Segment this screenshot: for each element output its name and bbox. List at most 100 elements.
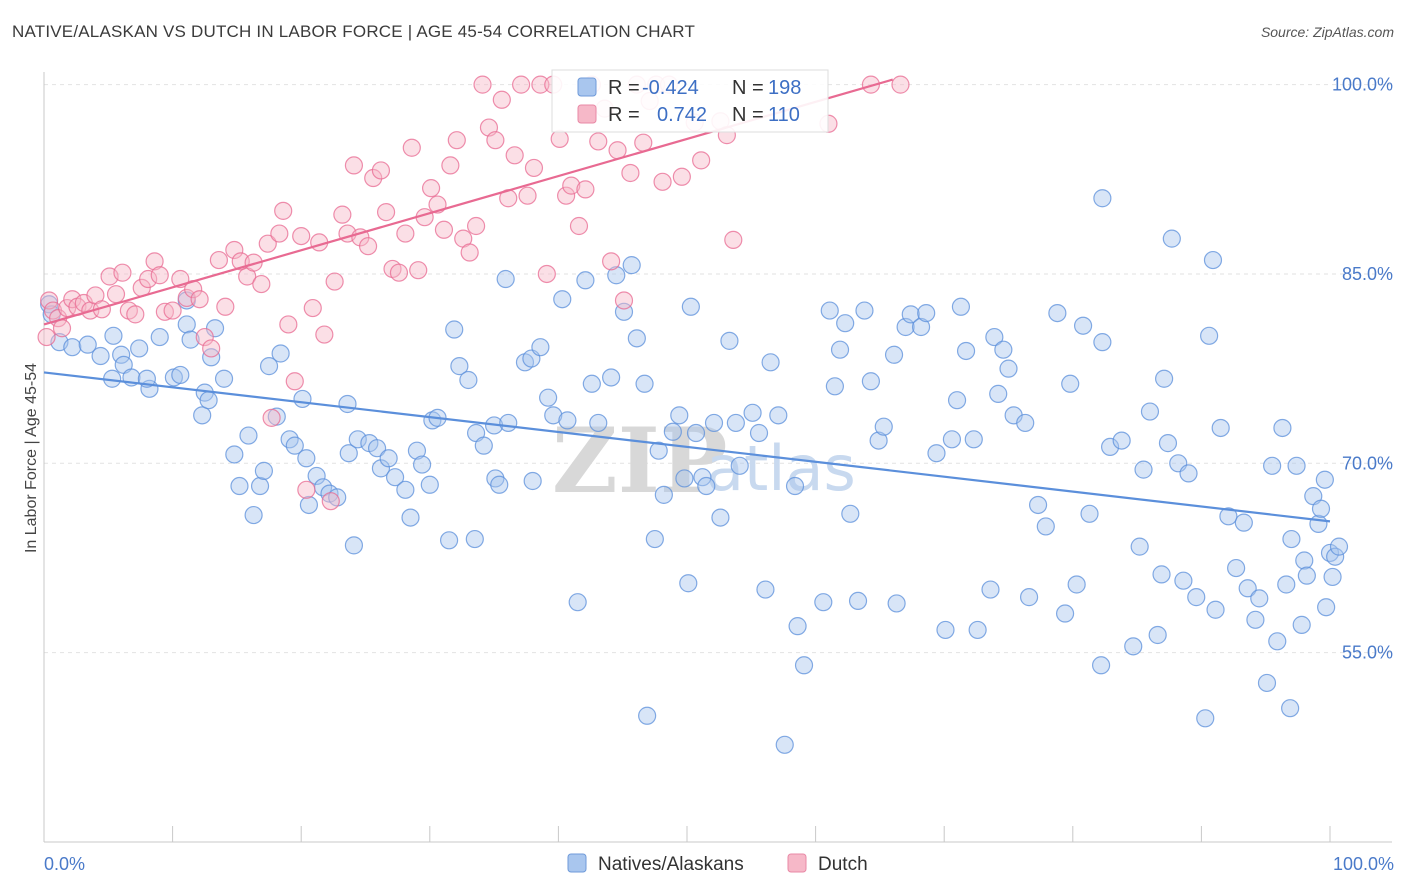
point-dutch: [505, 146, 524, 165]
point-natives: [271, 344, 290, 363]
point-natives: [1036, 517, 1055, 536]
point-natives: [1200, 326, 1219, 345]
y-axis-label: In Labor Force | Age 45-54: [23, 363, 40, 553]
point-natives: [942, 430, 962, 449]
point-dutch: [466, 216, 486, 236]
point-natives: [1124, 637, 1143, 656]
bottom-legend-label-dutch: Dutch: [818, 854, 868, 875]
point-natives: [1130, 537, 1149, 556]
point-natives: [884, 345, 904, 364]
point-natives: [1080, 504, 1099, 523]
gridlines: [44, 84, 1392, 654]
point-natives: [1067, 575, 1086, 594]
point-dutch: [389, 263, 409, 282]
point-dutch: [190, 290, 209, 309]
point-natives: [445, 320, 464, 339]
point-natives: [1100, 437, 1120, 457]
point-dutch: [562, 176, 581, 195]
point-natives: [576, 271, 595, 290]
point-dutch: [321, 492, 340, 511]
point-natives: [874, 417, 893, 436]
point-natives: [1073, 316, 1093, 335]
point-dutch: [692, 151, 711, 170]
point-natives: [999, 359, 1018, 378]
point-natives: [244, 505, 263, 525]
point-natives: [1158, 434, 1178, 453]
watermark-zip: ZIP: [552, 408, 727, 514]
point-dutch: [861, 75, 880, 94]
point-dutch: [891, 75, 910, 94]
bottom-legend-swatch-natives: [567, 853, 587, 873]
point-dutch: [297, 480, 316, 499]
point-dutch: [270, 224, 289, 243]
point-dutch: [106, 285, 126, 304]
point-natives: [171, 365, 190, 385]
point-natives: [749, 423, 769, 443]
point-dutch: [252, 274, 271, 294]
point-dutch: [434, 220, 454, 239]
point-dutch: [602, 252, 621, 271]
point-natives: [841, 504, 860, 523]
point-natives: [1093, 189, 1112, 208]
point-natives: [199, 391, 218, 410]
point-dutch: [518, 186, 537, 205]
point-dutch: [126, 305, 145, 324]
y-tick-label: 85.0%: [1342, 264, 1393, 284]
point-dutch: [557, 186, 576, 205]
point-natives: [1282, 529, 1301, 549]
point-natives: [177, 315, 196, 334]
point-natives: [420, 475, 439, 494]
point-natives: [794, 656, 814, 675]
point-natives: [785, 476, 805, 496]
point-natives: [1055, 604, 1075, 623]
point-natives: [917, 303, 936, 323]
point-natives: [679, 574, 698, 593]
point-natives: [1292, 615, 1311, 634]
point-natives: [711, 508, 730, 527]
point-dutch: [460, 243, 479, 262]
point-dutch: [576, 180, 595, 199]
point-natives: [1281, 699, 1300, 718]
point-dutch: [216, 297, 235, 316]
legend-r-value: 0.742: [657, 104, 707, 126]
point-dutch: [274, 201, 293, 220]
point-natives: [285, 436, 304, 455]
point-dutch: [303, 298, 322, 318]
point-natives: [697, 476, 716, 496]
point-natives: [830, 340, 850, 359]
point-natives: [407, 441, 427, 460]
point-natives: [638, 706, 657, 725]
point-natives: [649, 441, 668, 460]
point-natives: [887, 594, 906, 613]
point-natives: [602, 368, 621, 387]
point-natives: [1211, 418, 1230, 438]
point-natives: [645, 529, 664, 549]
bottom-legend-label-natives: Natives/Alaskans: [598, 854, 744, 875]
point-dutch: [614, 291, 634, 310]
point-natives: [1257, 673, 1277, 693]
point-dutch: [209, 250, 228, 270]
point-dutch: [653, 172, 672, 191]
series-legend: Natives/Alaskans Dutch: [567, 853, 868, 875]
point-natives: [1140, 402, 1160, 421]
point-dutch: [486, 131, 505, 150]
point-natives: [1091, 656, 1111, 675]
point-natives: [1317, 598, 1336, 617]
point-dutch: [145, 252, 164, 271]
point-dutch: [589, 132, 608, 151]
point-natives: [568, 593, 587, 612]
point-natives: [927, 444, 946, 463]
point-natives: [344, 536, 364, 555]
point-dutch: [409, 261, 428, 280]
point-natives: [775, 735, 794, 754]
point-natives: [951, 297, 971, 316]
point-natives: [558, 411, 577, 430]
point-natives: [1048, 303, 1067, 323]
point-natives: [1061, 374, 1080, 393]
point-dutch: [202, 339, 221, 358]
point-natives: [947, 391, 967, 410]
point-dutch: [139, 269, 158, 289]
x-tick-label-max: 100.0%: [1333, 854, 1394, 874]
y-tick-label: 100.0%: [1332, 75, 1393, 95]
